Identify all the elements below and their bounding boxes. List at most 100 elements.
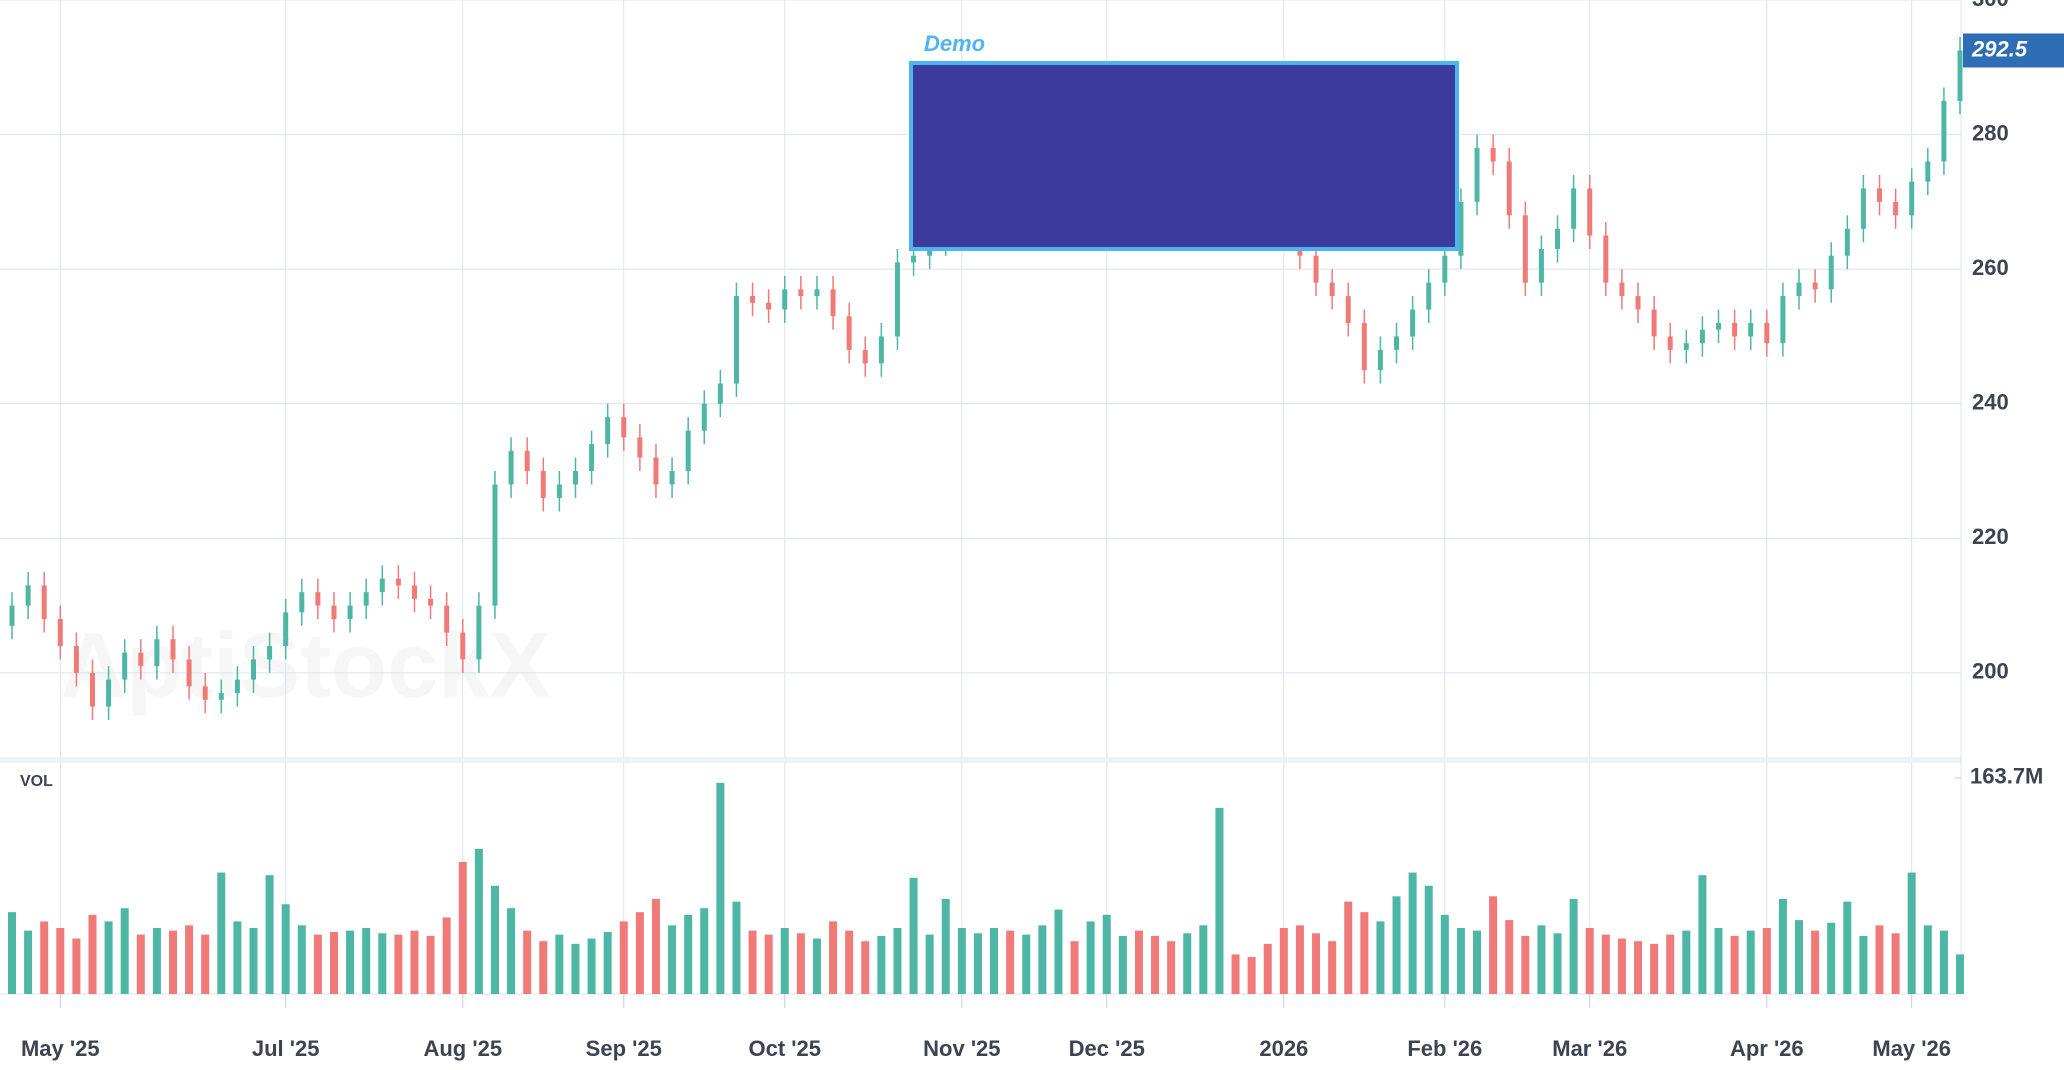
candle-body <box>1909 181 1915 216</box>
volume-bar <box>426 935 435 994</box>
candle-body <box>1619 282 1625 297</box>
volume-bar <box>1199 925 1208 994</box>
volume-bar <box>1344 901 1353 994</box>
candle-body <box>1893 201 1899 216</box>
volume-bar <box>136 934 145 994</box>
volume-bar <box>1279 928 1288 994</box>
candle-body <box>267 645 273 660</box>
candle-body <box>1394 336 1400 350</box>
volume-bar <box>1038 925 1047 994</box>
volume-bar <box>523 930 532 994</box>
candle-body <box>572 471 578 485</box>
candle-body <box>1732 322 1738 337</box>
candle-body <box>1828 255 1834 290</box>
x-tick-label: May '26 <box>1872 1036 1951 1061</box>
volume-bar <box>346 930 355 994</box>
volume-bar <box>603 931 612 994</box>
x-tick-label: Mar '26 <box>1552 1036 1627 1061</box>
volume-bar <box>120 908 129 994</box>
candle-body <box>170 639 176 660</box>
candle-body <box>106 679 112 707</box>
volume-bar <box>1295 925 1304 994</box>
candle-body <box>9 605 15 626</box>
candle-body <box>1458 201 1464 256</box>
candle-body <box>89 672 95 707</box>
candle-body <box>1780 296 1786 344</box>
candle-body <box>862 349 868 364</box>
candle-body <box>653 457 659 485</box>
volume-bar <box>1762 928 1771 994</box>
volume-bar <box>861 941 870 994</box>
volume-bar <box>1714 928 1723 994</box>
volume-bar <box>1473 930 1482 994</box>
volume-bar <box>1006 930 1015 994</box>
candle-body <box>315 592 321 606</box>
candle-body <box>1877 188 1883 202</box>
volume-bar <box>56 928 65 994</box>
y-tick-label: 220 <box>1972 524 2009 549</box>
volume-bar <box>1247 957 1256 994</box>
candle-body <box>122 652 128 680</box>
candle-body <box>1812 282 1818 290</box>
x-tick-label: Dec '25 <box>1069 1036 1145 1061</box>
candle-body <box>1748 322 1754 337</box>
panel-separator <box>0 757 1961 763</box>
candle-body <box>1490 148 1496 162</box>
candle-body <box>25 585 31 606</box>
y-tick-label: 300 <box>1972 0 2009 11</box>
volume-bar <box>1231 954 1240 994</box>
candle-body <box>782 289 788 310</box>
volume-bar <box>1907 872 1916 994</box>
candle-body <box>1442 255 1448 283</box>
candle-body <box>1555 228 1561 249</box>
volume-bar <box>1553 933 1562 994</box>
volume-bar <box>941 898 950 994</box>
y-tick-label: 280 <box>1972 120 2009 145</box>
volume-bar <box>281 904 290 994</box>
volume-bar <box>410 930 419 994</box>
volume-bar <box>1521 935 1530 994</box>
volume-bar <box>909 877 918 994</box>
candle-body <box>41 585 47 620</box>
candle-body <box>331 605 337 620</box>
candle-body <box>73 645 79 673</box>
candle-body <box>1925 161 1931 182</box>
volume-bar <box>1923 925 1932 994</box>
volume-bar <box>1328 941 1337 994</box>
y-tick-label: 260 <box>1972 255 2009 280</box>
candle-body <box>540 471 546 498</box>
volume-bar <box>378 933 387 994</box>
volume-bar <box>1151 935 1160 994</box>
x-tick-label: Sep '25 <box>586 1036 662 1061</box>
y-tick-label: 240 <box>1972 390 2009 415</box>
volume-bar <box>925 934 934 994</box>
volume-bar <box>1650 943 1659 994</box>
y-tick-label: 200 <box>1972 659 2009 684</box>
volume-bar <box>490 885 499 994</box>
candle-body <box>1313 255 1319 283</box>
volume-bar <box>732 901 741 994</box>
candle-body <box>460 632 466 660</box>
volume-bar <box>458 862 467 994</box>
volume-bar <box>1183 933 1192 994</box>
volume-bar <box>1939 930 1948 994</box>
candle-body <box>363 592 369 606</box>
candle-body <box>1587 188 1593 236</box>
candle-body <box>347 605 353 620</box>
volume-bar <box>1102 914 1111 994</box>
candle-body <box>1538 248 1544 283</box>
volume-bar <box>297 925 306 994</box>
candle-body <box>1957 50 1963 101</box>
last-price-tag <box>1963 33 2064 68</box>
candle-body <box>524 450 530 472</box>
volume-bar <box>217 872 226 994</box>
x-tick-label: May '25 <box>21 1036 100 1061</box>
volume-bar <box>442 917 451 994</box>
candle-body <box>1377 349 1383 371</box>
candle-body <box>1426 282 1432 310</box>
candle-body <box>1796 282 1802 297</box>
candle-body <box>733 296 739 384</box>
volume-bar <box>313 934 322 994</box>
volume-bar <box>635 912 644 994</box>
